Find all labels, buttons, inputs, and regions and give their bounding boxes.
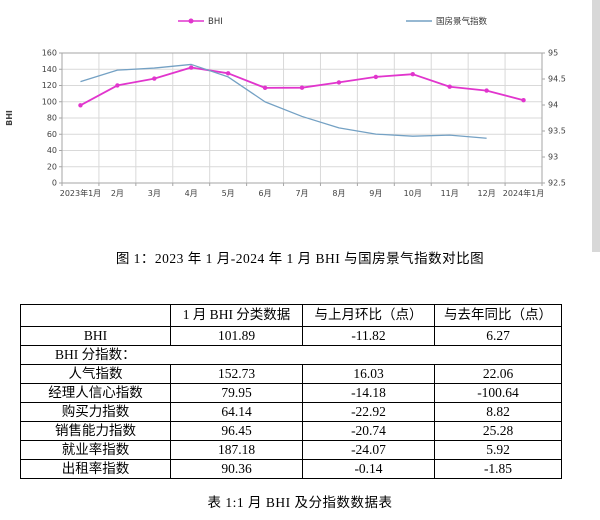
value-cell: 64.14 xyxy=(170,402,303,422)
left-axis-tick-label: 100 xyxy=(42,97,57,106)
left-axis-tick-label: 40 xyxy=(47,146,57,155)
right-axis-tick-label: 92.5 xyxy=(548,179,566,188)
x-axis-tick-label: 12月 xyxy=(478,189,496,198)
x-axis-tick-label: 10月 xyxy=(404,189,422,198)
y-axis-title: BHI xyxy=(5,110,14,126)
bhi-data-point xyxy=(373,74,379,80)
x-axis-tick-label: 9月 xyxy=(369,189,382,198)
value-cell: -0.14 xyxy=(302,459,435,479)
x-axis-tick-label: 11月 xyxy=(441,189,459,198)
x-axis-tick-label: 5月 xyxy=(222,189,235,198)
row-label-cell: 就业率指数 xyxy=(20,440,171,460)
table-row: BHI 分指数： xyxy=(20,345,562,365)
chart-canvas: 160 140 120 100 80 60 40 20 0 95 94.5 94 93.5 93 92.5 2… xyxy=(5,16,566,198)
table-row: 出租率指数 90.36 -0.14 -1.85 xyxy=(20,459,562,479)
bhi-data-point xyxy=(410,72,415,77)
left-axis-tick-label: 20 xyxy=(47,162,57,171)
x-axis-tick-label: 6月 xyxy=(259,189,272,198)
header-cell-mom-change: 与上月环比（点） xyxy=(302,304,435,327)
value-cell: 90.36 xyxy=(170,459,303,479)
legend-bhi-marker xyxy=(188,18,194,24)
bhi-data-point xyxy=(447,84,452,89)
table-row: 人气指数 152.73 16.03 22.06 xyxy=(20,364,562,384)
left-axis-tick-label: 80 xyxy=(47,114,57,123)
row-label-cell: 购买力指数 xyxy=(20,402,171,422)
table-row: 销售能力指数 96.45 -20.74 25.28 xyxy=(20,421,562,441)
table-row: 经理人信心指数 79.95 -14.18 -100.64 xyxy=(20,383,562,403)
x-axis-tick-label: 2023年1月 xyxy=(60,188,101,198)
right-axis-tick-label: 93 xyxy=(548,153,558,162)
row-label-cell: 经理人信心指数 xyxy=(20,383,171,403)
table-caption: 表 1:1 月 BHI 及分指数数据表 xyxy=(207,495,393,510)
left-axis-tick-label: 60 xyxy=(47,130,57,139)
bhi-data-point xyxy=(336,80,342,85)
bhi-data-point xyxy=(299,85,305,90)
value-cell: -22.92 xyxy=(302,402,435,422)
bhi-data-point xyxy=(262,85,268,91)
value-cell: 8.82 xyxy=(434,402,562,422)
value-cell: 79.95 xyxy=(170,383,303,403)
right-axis-tick-label: 93.5 xyxy=(548,127,566,136)
bhi-data-point xyxy=(225,71,231,76)
value-cell: -24.07 xyxy=(302,440,435,460)
value-cell: 152.73 xyxy=(170,364,303,384)
legend-label: 国房景气指数 xyxy=(436,16,488,27)
x-axis-tick-label: 7月 xyxy=(295,189,308,198)
bhi-data-point xyxy=(78,103,83,108)
legend-label: BHI xyxy=(208,17,223,27)
left-axis-tick-label: 120 xyxy=(42,81,57,90)
row-label-cell: BHI xyxy=(20,326,171,346)
x-axis-tick-label: 2月 xyxy=(111,189,124,198)
right-axis-tick-label: 95 xyxy=(548,49,558,58)
table-row: 就业率指数 187.18 -24.07 5.92 xyxy=(20,440,562,460)
figure-caption: 图 1：2023 年 1 月-2024 年 1 月 BHI 与国房景气指数对比图 xyxy=(115,251,485,266)
value-cell: -20.74 xyxy=(302,421,435,441)
bhi-data-table: 1 月 BHI 分类数据 与上月环比（点） 与去年同比（点） BHI 101.89… xyxy=(20,304,562,479)
value-cell: 6.27 xyxy=(434,326,562,346)
bhi-data-point xyxy=(115,83,120,88)
left-axis-tick-label: 140 xyxy=(42,65,57,74)
value-cell: -11.82 xyxy=(302,326,435,346)
bhi-comparison-chart: 160 140 120 100 80 60 40 20 0 95 94.5 94 93.5 93 92.5 2… xyxy=(0,0,600,220)
value-cell: -14.18 xyxy=(302,383,435,403)
value-cell: 187.18 xyxy=(170,440,303,460)
x-axis-tick-label: 2024年1月 xyxy=(503,188,544,198)
value-cell: 5.92 xyxy=(434,440,562,460)
value-cell: 16.03 xyxy=(302,364,435,384)
table-header-row: 1 月 BHI 分类数据 与上月环比（点） 与去年同比（点） xyxy=(20,304,562,327)
row-label-cell: 出租率指数 xyxy=(20,459,171,479)
row-label-cell: 人气指数 xyxy=(20,364,171,384)
x-axis-tick-label: 8月 xyxy=(332,189,345,198)
header-cell-yoy-change: 与去年同比（点） xyxy=(434,304,562,327)
bhi-data-point xyxy=(521,98,526,103)
header-cell-january-data: 1 月 BHI 分类数据 xyxy=(170,304,303,327)
climate-index-line xyxy=(80,63,487,139)
value-cell: 101.89 xyxy=(170,326,303,346)
bhi-data-point xyxy=(189,65,194,70)
x-axis-tick-label: 4月 xyxy=(185,189,198,198)
table-row: BHI 101.89 -11.82 6.27 xyxy=(20,326,562,346)
left-axis-tick-label: 160 xyxy=(42,49,57,58)
section-label-cell: BHI 分指数： xyxy=(20,345,562,365)
right-axis-tick-label: 94 xyxy=(548,101,558,110)
value-cell: 22.06 xyxy=(434,364,562,384)
header-cell-empty xyxy=(20,304,171,327)
value-cell: -100.64 xyxy=(434,383,562,403)
right-axis-tick-label: 94.5 xyxy=(548,75,566,84)
left-axis-tick-label: 0 xyxy=(52,179,57,188)
value-cell: -1.85 xyxy=(434,459,562,479)
bhi-data-point xyxy=(484,88,489,93)
row-label-cell: 销售能力指数 xyxy=(20,421,171,441)
x-axis-tick-label: 3月 xyxy=(148,189,161,198)
table-row: 购买力指数 64.14 -22.92 8.82 xyxy=(20,402,562,422)
value-cell: 25.28 xyxy=(434,421,562,441)
bhi-data-point xyxy=(152,76,157,81)
value-cell: 96.45 xyxy=(170,421,303,441)
right-edge-strip xyxy=(592,0,600,252)
